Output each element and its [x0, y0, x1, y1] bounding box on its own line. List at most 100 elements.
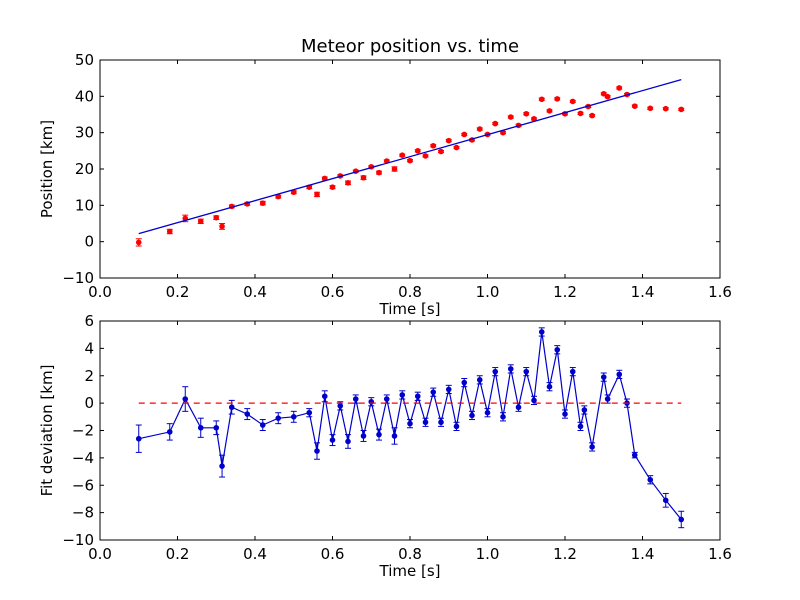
data-point [554, 96, 561, 102]
data-point [647, 105, 654, 112]
y-tick-label: 10 [75, 196, 94, 214]
data-point [306, 409, 313, 416]
data-point [631, 452, 638, 458]
data-point [228, 404, 235, 411]
y-tick-label: 50 [75, 51, 94, 69]
data-point [453, 144, 460, 151]
data-point [337, 403, 344, 409]
data-point [360, 174, 367, 181]
x-tick-label: 0.8 [398, 283, 422, 301]
y-tick-label: 0 [84, 233, 94, 251]
data-point [538, 329, 545, 335]
data-point [197, 424, 204, 431]
data-point [407, 420, 413, 427]
x-tick-label: 0.6 [321, 283, 345, 301]
data-point [647, 476, 654, 483]
data-point [345, 438, 351, 445]
x-tick-label: 1.0 [476, 545, 500, 563]
data-point [219, 463, 225, 469]
data-point [244, 411, 251, 417]
data-point [213, 424, 220, 431]
data-point [492, 120, 499, 127]
data-point [329, 184, 336, 190]
data-point [461, 131, 468, 138]
data-point [484, 409, 491, 416]
data-point [453, 423, 460, 430]
y-tick-label: −4 [72, 449, 94, 467]
data-point [445, 137, 452, 144]
data-point [546, 108, 553, 114]
data-point [259, 422, 266, 428]
data-point [407, 157, 413, 164]
data-point [219, 223, 225, 230]
data-point [182, 396, 189, 402]
data-point [678, 106, 685, 113]
data-point [166, 228, 173, 235]
data-point [600, 374, 607, 380]
y-axis-label: Fit deviation [km] [38, 365, 56, 497]
data-point [414, 393, 421, 400]
data-point [352, 396, 359, 402]
data-point [135, 435, 142, 442]
x-tick-label: 0.4 [243, 283, 267, 301]
x-tick-label: 0.6 [321, 545, 345, 563]
data-point [562, 411, 568, 417]
data-point [581, 407, 588, 413]
data-point [461, 379, 468, 386]
x-tick-label: 1.2 [553, 545, 577, 563]
y-tick-label: 0 [84, 394, 94, 412]
data-point [422, 419, 429, 426]
x-tick-label: 0.8 [398, 545, 422, 563]
data-point [438, 148, 444, 155]
plot-frame [99, 320, 721, 541]
y-tick-label: 40 [75, 87, 94, 105]
x-axis-label: Time [s] [379, 562, 441, 580]
data-point [600, 90, 607, 97]
chart-title: Meteor position vs. time [301, 36, 519, 57]
data-point [507, 366, 514, 372]
data-point [616, 371, 623, 378]
x-tick-label: 0.2 [166, 545, 190, 563]
data-point [213, 214, 220, 221]
data-point [383, 396, 390, 402]
data-point [523, 368, 530, 375]
x-tick-label: 0.0 [88, 545, 112, 563]
data-point [469, 412, 475, 419]
data-point [290, 414, 297, 420]
data-point [430, 142, 437, 149]
linear-fit-line [138, 78, 682, 235]
x-tick-label: 1.2 [553, 283, 577, 301]
data-point [391, 433, 398, 439]
data-point [631, 103, 638, 109]
position-plot: 0.0 0.2 0.4 0.6 0.8 1.0 1.2 1.4 1.6 −10 0 10 20 30 40 5… [38, 36, 732, 318]
plot-frame [99, 59, 721, 279]
data-point [500, 414, 506, 420]
x-tick-label: 1.6 [708, 283, 732, 301]
data-point [360, 433, 367, 439]
y-tick-label: 2 [84, 367, 94, 385]
x-tick-label: 0.2 [166, 283, 190, 301]
x-tick-label: 1.4 [631, 283, 655, 301]
data-point [399, 392, 406, 398]
x-tick-label: 0.0 [88, 283, 112, 301]
data-point [589, 444, 595, 450]
data-point [589, 112, 595, 119]
y-tick-label: 6 [84, 312, 94, 330]
data-point [438, 419, 444, 426]
y-tick-label: 4 [84, 339, 94, 357]
data-point [616, 85, 623, 91]
data-point [577, 110, 584, 117]
y-tick-label: 30 [75, 124, 94, 142]
data-point [507, 114, 514, 120]
data-point [538, 96, 545, 103]
data-point [445, 386, 452, 393]
data-point [259, 200, 266, 206]
y-tick-label: −10 [62, 269, 94, 287]
data-point [166, 429, 173, 435]
y-tick-label: −6 [72, 476, 94, 494]
data-point [531, 397, 537, 404]
data-point [662, 497, 669, 504]
data-point [476, 377, 483, 383]
data-point [314, 191, 320, 198]
